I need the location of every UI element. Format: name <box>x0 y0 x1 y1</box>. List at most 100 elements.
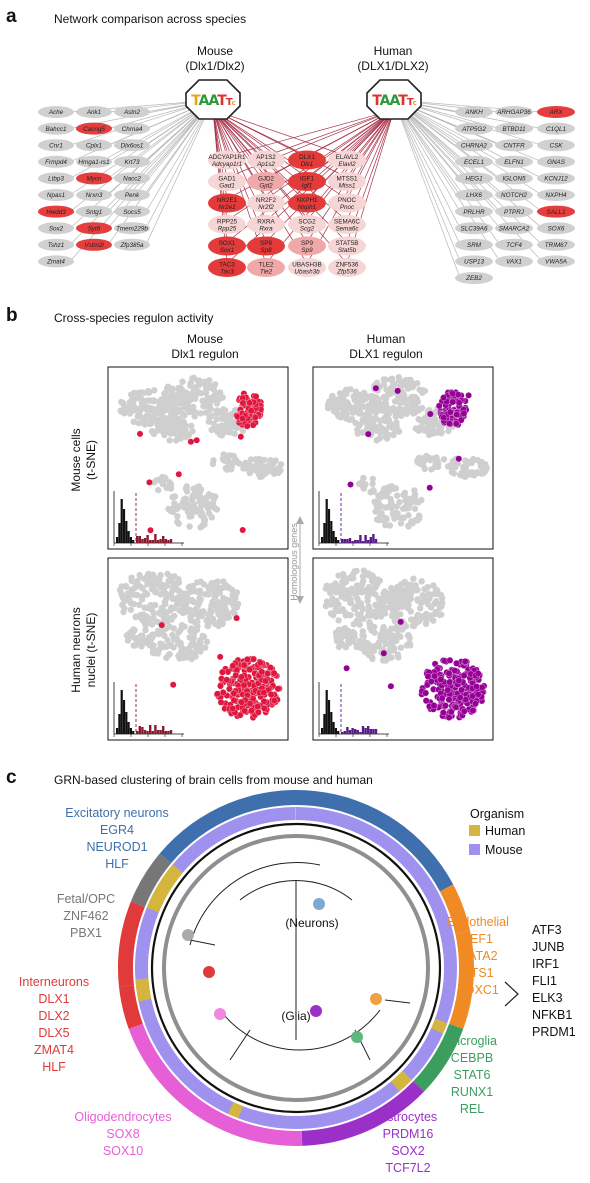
tsne-active-cell-point <box>236 711 244 719</box>
tsne-cell-point <box>219 620 226 628</box>
tsne-active-cell-point <box>458 686 465 694</box>
gene-node-cnr1-shape <box>38 139 74 152</box>
tsne-active-cell-point <box>230 697 238 704</box>
hist-bar <box>167 540 170 543</box>
tsne-cell-point <box>166 479 173 486</box>
tsne-cell-point <box>393 426 401 434</box>
tsne-cell-point <box>347 596 354 603</box>
tsne-cell-point <box>220 597 228 605</box>
gene-node-syt6: Syt6 <box>76 222 112 235</box>
tsne-active-cell-point <box>250 655 257 663</box>
tsne-cell-point <box>130 642 137 649</box>
shared-tf: ATF3 <box>532 923 562 937</box>
gene-node-cplx1-label: Cplx1 <box>86 142 102 149</box>
tsne-cell-point <box>395 600 402 607</box>
tsne-active-cell-point <box>243 422 251 430</box>
tsne-active-cell-point <box>240 661 248 669</box>
tsne-cell-point <box>415 512 423 519</box>
tsne-cell-point <box>187 508 194 516</box>
group-tf: FOXC1 <box>457 983 499 997</box>
shared-gene-mouse-label: Ubash3b <box>294 269 320 276</box>
group-tf: SOX10 <box>103 1144 143 1158</box>
outer-ring-segment <box>128 1023 303 1146</box>
hist-bar <box>364 728 367 734</box>
shared-gene-mouse-label: Adcyap1r1 <box>211 161 242 168</box>
tsne-active-cell-point <box>465 392 472 399</box>
group-name: Excitatory neurons <box>65 806 169 820</box>
tsne-cell-point <box>143 613 150 620</box>
tsne-cell-point <box>348 415 356 423</box>
hist-bar <box>341 732 344 734</box>
shared-gene-human-label: ADCYAP1R1 <box>209 154 246 161</box>
gene-node-frmpd4-label: Frmpd4 <box>45 159 67 166</box>
tsne-cell-point <box>385 484 392 491</box>
tsne-cell-point <box>130 418 137 425</box>
hist-bar <box>364 535 367 543</box>
organism-ring-human <box>135 978 152 1002</box>
shared-gene-mouse-label: Sox1 <box>220 247 234 254</box>
tsne-cell-point <box>169 387 176 394</box>
dendrogram-branch <box>189 861 321 946</box>
gene-node-npas1: Npas1 <box>38 189 74 201</box>
gene-node-srm: SRM <box>455 238 493 251</box>
tsne-cell-point <box>167 430 174 437</box>
hist-bar <box>122 700 126 734</box>
edge-shared-human-NR2F2 <box>265 109 395 200</box>
tsne-cell-point <box>188 655 195 663</box>
outer-ring-segment <box>118 901 145 987</box>
shared-gene-human-label: UBASH3B <box>292 262 321 269</box>
tsne-cell-point <box>152 601 159 609</box>
tsne-cell-point <box>411 487 418 494</box>
gene-node-chrna4: Chrna4 <box>114 122 150 135</box>
outer-ring-segment <box>130 853 172 907</box>
tsne-cell-point <box>160 626 167 634</box>
shared-gene-shape <box>208 193 246 213</box>
tsne-cell-point <box>121 605 128 612</box>
tsne-active-cell-point <box>270 669 278 677</box>
shared-gene-human-label: IGF1 <box>300 176 314 183</box>
dendrogram-branch <box>384 999 411 1004</box>
tsne-points-hm <box>116 570 283 721</box>
tsne-cell-point <box>150 615 157 622</box>
tsne-cell-point <box>394 492 401 499</box>
group-endothelial: Endothelial LEF1 GATA2 ETS1 FOXC1 <box>447 915 509 997</box>
hist-bar <box>323 714 326 734</box>
tsne-active-cell-point <box>217 653 224 660</box>
tsne-cell-point <box>139 585 146 592</box>
tsne-cell-point <box>379 657 387 664</box>
tsne-cell-point <box>158 473 166 481</box>
tsne-cell-point <box>177 400 184 407</box>
tsne-cell-point <box>118 398 125 406</box>
tsne-cell-point <box>170 493 177 500</box>
tsne-cell-point <box>370 401 377 408</box>
tsne-cell-point <box>422 620 430 627</box>
hist-bar <box>348 538 352 543</box>
tsne-active-cell-point <box>187 438 194 445</box>
tsne-cell-point <box>210 384 217 391</box>
gene-node-usp13-label: USP13 <box>464 259 484 266</box>
gene-node-bahcc1-label: Bahcc1 <box>45 126 66 133</box>
tsne-cell-point <box>369 587 376 594</box>
hist-bar <box>341 539 344 543</box>
shared-gene-human-label: SCG2 <box>298 219 316 226</box>
edge-human-SRM <box>393 99 461 245</box>
group-microglia: Microglia CEBPB STAT6 RUNX1 REL <box>447 1034 497 1116</box>
tsne-cell-point <box>332 601 339 609</box>
tsne-cell-point <box>137 573 144 581</box>
gene-node-heg1: HEG1 <box>455 172 493 185</box>
tsne-cell-point <box>331 588 339 595</box>
tsne-cell-point <box>433 598 440 605</box>
tsne-active-cell-point <box>461 658 469 665</box>
tsne-cell-point <box>336 607 344 614</box>
tsne-cell-point <box>383 516 390 523</box>
tsne-cell-point <box>424 454 432 461</box>
shared-gene-human-label: AP1S2 <box>256 154 276 161</box>
tsne-cell-point <box>351 591 359 598</box>
tsne-cell-point <box>410 575 417 582</box>
tsne-cell-point <box>374 396 382 403</box>
